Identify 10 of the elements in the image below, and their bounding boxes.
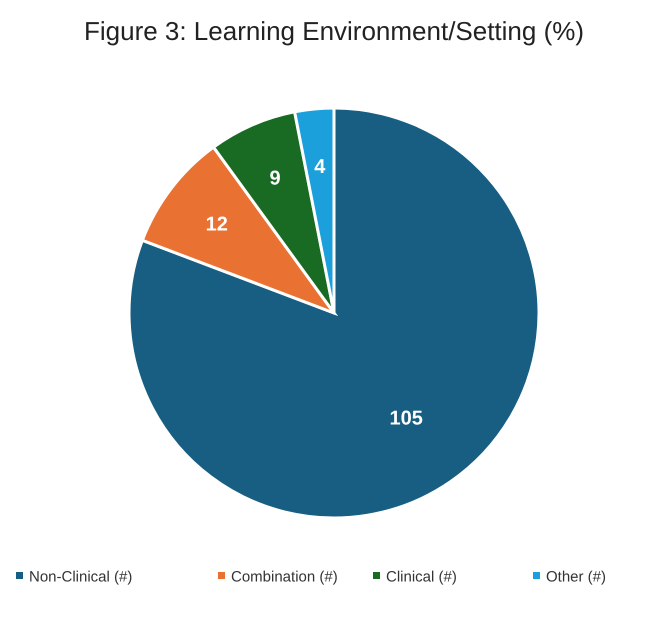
data-label: 9 xyxy=(269,168,281,190)
data-label: 12 xyxy=(206,213,228,236)
data-label: 105 xyxy=(390,408,423,430)
legend-label: Combination (#) xyxy=(231,568,338,586)
data-label: 4 xyxy=(314,156,326,178)
pie-slice xyxy=(128,106,540,520)
legend-label: Other (#) xyxy=(546,568,606,586)
legend-label: Clinical (#) xyxy=(386,568,457,586)
chart-title: Figure 3: Learning Environment/Setting (%) xyxy=(84,16,584,46)
legend-label: Non-Clinical (#) xyxy=(29,568,132,586)
